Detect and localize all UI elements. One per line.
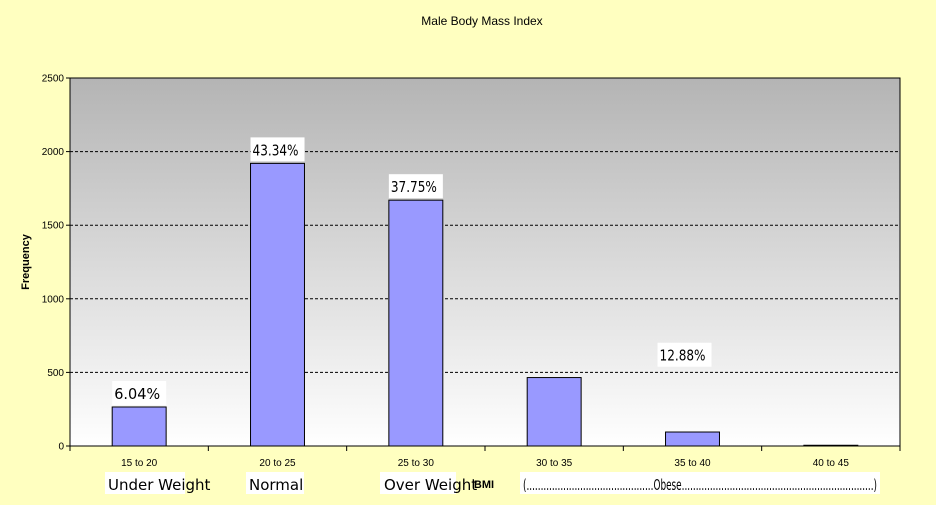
data-label-bg xyxy=(250,137,305,162)
data-label-bg xyxy=(388,174,443,199)
bar xyxy=(526,377,582,447)
bar xyxy=(665,431,720,447)
bar xyxy=(111,406,167,447)
x-axis-label: BMI xyxy=(474,479,494,491)
y-tick-label: 1000 xyxy=(42,294,65,305)
x-tick-label: 40 to 45 xyxy=(813,458,850,469)
data-label: 6.04% xyxy=(114,385,160,403)
x-tick-label: 35 to 40 xyxy=(674,458,711,469)
y-tick-label: 0 xyxy=(58,442,64,453)
y-tick-label: 1500 xyxy=(42,221,65,232)
under-weight-annotation: Under Weight xyxy=(108,476,211,494)
normal-annotation: Normal xyxy=(249,476,303,494)
x-tick-label: 20 to 25 xyxy=(259,458,296,469)
x-tick-label: 25 to 30 xyxy=(398,458,435,469)
y-tick-label: 2500 xyxy=(42,74,65,85)
x-tick-label: 15 to 20 xyxy=(121,458,158,469)
obese-annotation: (.......................................… xyxy=(523,476,877,494)
y-axis-label: Frequency xyxy=(20,233,32,290)
y-tick-label: 2000 xyxy=(42,147,65,158)
data-label: 37.75% xyxy=(391,178,437,196)
x-tick-label: 30 to 35 xyxy=(536,458,573,469)
plot-area xyxy=(69,77,901,447)
data-label-bg xyxy=(657,342,712,367)
data-label-bg xyxy=(112,380,167,405)
data-label: 43.34% xyxy=(253,141,299,159)
bar xyxy=(250,162,305,447)
over-weight-annotation: Over Weight xyxy=(384,476,477,494)
category-annotations: Under Weight Normal Over Weight (.......… xyxy=(105,472,880,494)
y-tick-label: 500 xyxy=(47,368,64,379)
chart-title: Male Body Mass Index xyxy=(421,14,542,28)
bar xyxy=(388,199,444,447)
data-label: 12.88% xyxy=(660,347,706,365)
bar xyxy=(803,444,859,447)
